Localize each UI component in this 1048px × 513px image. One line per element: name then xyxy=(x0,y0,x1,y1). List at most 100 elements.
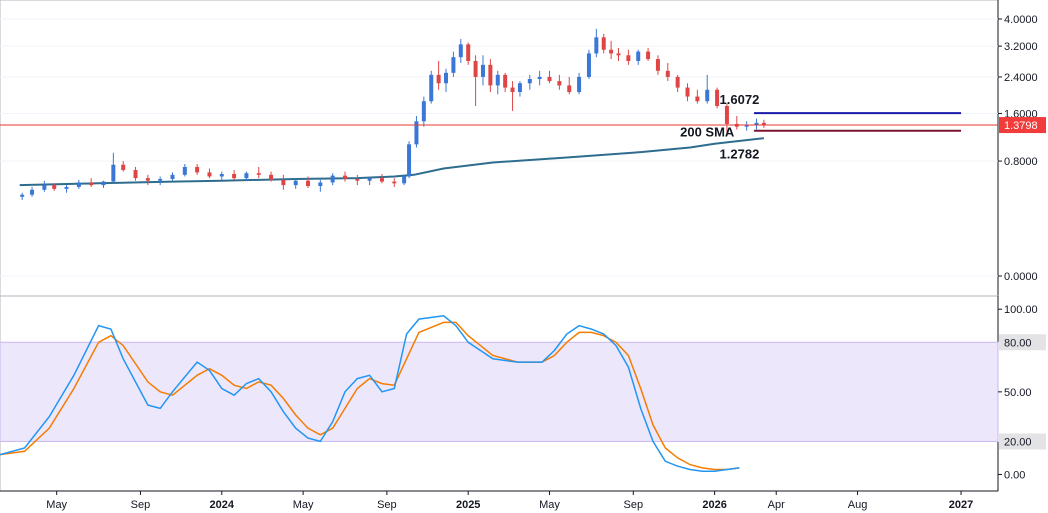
candle[interactable] xyxy=(269,171,274,182)
candle-body[interactable] xyxy=(318,182,323,187)
candle-body[interactable] xyxy=(557,81,562,86)
candle-body[interactable] xyxy=(458,44,463,58)
candle-body[interactable] xyxy=(402,176,407,184)
candle[interactable] xyxy=(306,176,311,188)
candle-body[interactable] xyxy=(89,182,94,186)
candle-body[interactable] xyxy=(761,122,766,126)
candle[interactable] xyxy=(655,55,660,75)
candle[interactable] xyxy=(64,185,69,193)
candle[interactable] xyxy=(195,163,200,175)
candle-body[interactable] xyxy=(547,76,552,82)
candle-body[interactable] xyxy=(330,175,335,183)
candle-body[interactable] xyxy=(480,64,485,77)
candle[interactable] xyxy=(557,74,562,90)
candle-body[interactable] xyxy=(444,72,449,84)
candle-body[interactable] xyxy=(466,44,471,61)
candle[interactable] xyxy=(675,74,680,93)
candle-body[interactable] xyxy=(293,180,298,186)
candle[interactable] xyxy=(392,178,397,187)
candle[interactable] xyxy=(219,171,224,181)
candle[interactable] xyxy=(182,163,187,177)
candle[interactable] xyxy=(626,49,631,65)
candle-body[interactable] xyxy=(407,144,412,177)
candle[interactable] xyxy=(170,172,175,181)
candle[interactable] xyxy=(330,173,335,186)
candle[interactable] xyxy=(705,74,710,104)
candle[interactable] xyxy=(355,174,360,186)
candle-body[interactable] xyxy=(594,37,599,54)
candle-body[interactable] xyxy=(64,186,69,189)
candle[interactable] xyxy=(421,96,426,127)
candle[interactable] xyxy=(695,89,700,104)
candle-body[interactable] xyxy=(367,178,372,181)
candle-body[interactable] xyxy=(269,174,274,180)
candle-body[interactable] xyxy=(195,166,200,173)
candle-body[interactable] xyxy=(754,122,759,126)
candle[interactable] xyxy=(495,70,500,95)
candle-body[interactable] xyxy=(256,173,261,175)
candle[interactable] xyxy=(458,39,463,63)
candle-body[interactable] xyxy=(76,182,81,187)
candle[interactable] xyxy=(121,161,126,172)
candle-body[interactable] xyxy=(488,64,493,86)
candle[interactable] xyxy=(646,47,651,61)
candle[interactable] xyxy=(342,171,347,182)
candle[interactable] xyxy=(89,178,94,187)
candle-body[interactable] xyxy=(636,51,641,61)
candle-body[interactable] xyxy=(421,101,426,122)
candle[interactable] xyxy=(42,180,47,192)
candle-body[interactable] xyxy=(567,85,572,93)
candle-body[interactable] xyxy=(20,194,25,197)
candle[interactable] xyxy=(609,40,614,60)
candle-body[interactable] xyxy=(219,174,224,177)
candle-body[interactable] xyxy=(158,178,163,181)
x-axis[interactable]: May Sep 2024 May Sep 2025 May Sep 2026 Apr Aug 2027 xyxy=(0,490,998,511)
candles[interactable] xyxy=(20,28,766,200)
candle-body[interactable] xyxy=(577,76,582,93)
candle-body[interactable] xyxy=(52,185,57,189)
candle-body[interactable] xyxy=(355,178,360,181)
candle[interactable] xyxy=(527,74,532,90)
candle-body[interactable] xyxy=(101,181,106,186)
candle-body[interactable] xyxy=(306,180,311,187)
oscillator-panel[interactable]: 100.00 50.00 0.00 80.00 20.00 xyxy=(0,295,1046,492)
candle[interactable] xyxy=(30,186,35,197)
candle[interactable] xyxy=(101,180,106,188)
candle[interactable] xyxy=(685,83,690,102)
candle[interactable] xyxy=(76,179,81,189)
candle[interactable] xyxy=(547,70,552,84)
candle[interactable] xyxy=(407,141,412,179)
candle[interactable] xyxy=(466,42,471,65)
candle-body[interactable] xyxy=(517,83,522,93)
candle[interactable] xyxy=(52,183,57,191)
candle-body[interactable] xyxy=(170,174,175,179)
candle[interactable] xyxy=(577,72,582,95)
candle[interactable] xyxy=(133,166,138,181)
candle-body[interactable] xyxy=(436,74,441,84)
candle-body[interactable] xyxy=(473,60,478,77)
candle-body[interactable] xyxy=(626,55,631,61)
candle-body[interactable] xyxy=(537,76,542,80)
candle-body[interactable] xyxy=(586,53,591,77)
candle-body[interactable] xyxy=(503,74,508,88)
candle-body[interactable] xyxy=(182,166,187,175)
candle-body[interactable] xyxy=(601,37,606,50)
candle[interactable] xyxy=(145,174,150,186)
candle[interactable] xyxy=(232,170,237,180)
candle[interactable] xyxy=(510,81,515,111)
candle[interactable] xyxy=(503,72,508,93)
candle-body[interactable] xyxy=(379,178,384,182)
candle-body[interactable] xyxy=(342,175,347,179)
candle[interactable] xyxy=(724,103,729,133)
candle-body[interactable] xyxy=(685,87,690,97)
candle-body[interactable] xyxy=(724,106,729,124)
candle[interactable] xyxy=(444,68,449,93)
candle[interactable] xyxy=(715,87,720,109)
candle[interactable] xyxy=(616,47,621,61)
candle-body[interactable] xyxy=(510,87,515,93)
candle-body[interactable] xyxy=(111,164,116,182)
candle[interactable] xyxy=(293,178,298,189)
candle[interactable] xyxy=(594,28,599,58)
